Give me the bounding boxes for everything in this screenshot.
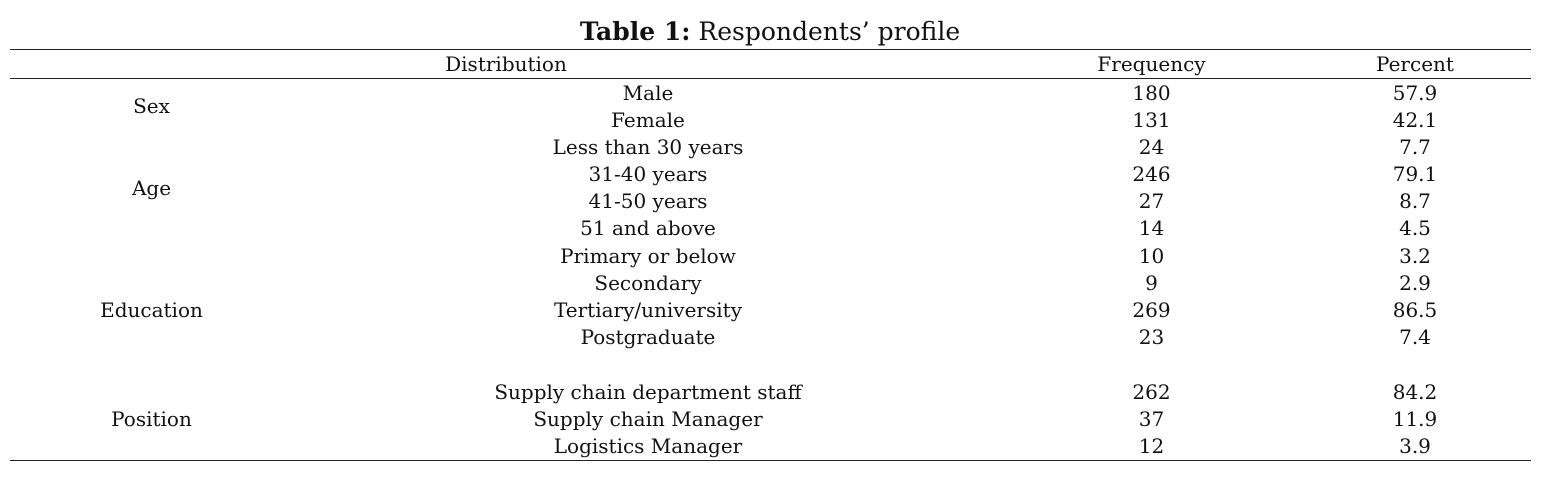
header-rule xyxy=(10,78,1531,79)
row-percent: 3.9 xyxy=(1399,434,1431,458)
row-percent: 3.2 xyxy=(1399,244,1431,268)
row-label: 41-50 years xyxy=(588,189,708,213)
row-percent: 2.9 xyxy=(1399,271,1431,295)
table-caption: Respondents’ profile xyxy=(698,17,961,46)
top-rule xyxy=(10,49,1531,50)
row-label: 31-40 years xyxy=(588,162,708,186)
row-frequency: 131 xyxy=(1132,108,1171,132)
row-percent: 7.7 xyxy=(1399,135,1431,159)
row-label: Tertiary/university xyxy=(554,298,742,322)
row-percent: 11.9 xyxy=(1392,407,1438,431)
row-label: Logistics Manager xyxy=(553,434,743,458)
header-percent: Percent xyxy=(1376,52,1454,76)
row-frequency: 180 xyxy=(1132,81,1171,105)
row-frequency: 10 xyxy=(1138,244,1165,268)
row-frequency: 246 xyxy=(1132,162,1171,186)
row-frequency: 27 xyxy=(1138,189,1165,213)
row-frequency: 262 xyxy=(1132,380,1171,404)
group-label-position: Position xyxy=(111,407,192,431)
row-label: Less than 30 years xyxy=(552,135,744,159)
row-label: 51 and above xyxy=(580,216,716,240)
row-percent: 4.5 xyxy=(1399,216,1431,240)
table-title: Table 1: Respondents’ profile xyxy=(0,16,1540,48)
row-label: Male xyxy=(622,81,674,105)
row-percent: 7.4 xyxy=(1399,325,1431,349)
group-label-education: Education xyxy=(100,298,203,322)
row-label: Postgraduate xyxy=(580,325,716,349)
row-label: Secondary xyxy=(594,271,702,295)
row-frequency: 14 xyxy=(1138,216,1165,240)
row-frequency: 12 xyxy=(1138,434,1165,458)
group-label-sex: Sex xyxy=(133,94,170,118)
row-frequency: 9 xyxy=(1145,271,1158,295)
row-frequency: 269 xyxy=(1132,298,1171,322)
table-label: Table 1: xyxy=(579,17,691,46)
group-label-age: Age xyxy=(131,176,172,200)
row-label: Supply chain Manager xyxy=(533,407,763,431)
row-percent: 84.2 xyxy=(1392,380,1438,404)
header-frequency: Frequency xyxy=(1097,52,1206,76)
row-frequency: 23 xyxy=(1138,325,1165,349)
row-label: Female xyxy=(611,108,685,132)
row-percent: 42.1 xyxy=(1392,108,1438,132)
row-frequency: 24 xyxy=(1138,135,1165,159)
bottom-rule xyxy=(10,460,1531,461)
row-percent: 86.5 xyxy=(1392,298,1438,322)
row-percent: 57.9 xyxy=(1392,81,1438,105)
header-distribution: Distribution xyxy=(445,52,567,76)
row-frequency: 37 xyxy=(1138,407,1165,431)
row-label: Supply chain department staff xyxy=(494,380,802,404)
row-percent: 8.7 xyxy=(1399,189,1431,213)
row-percent: 79.1 xyxy=(1392,162,1438,186)
row-label: Primary or below xyxy=(560,244,736,268)
